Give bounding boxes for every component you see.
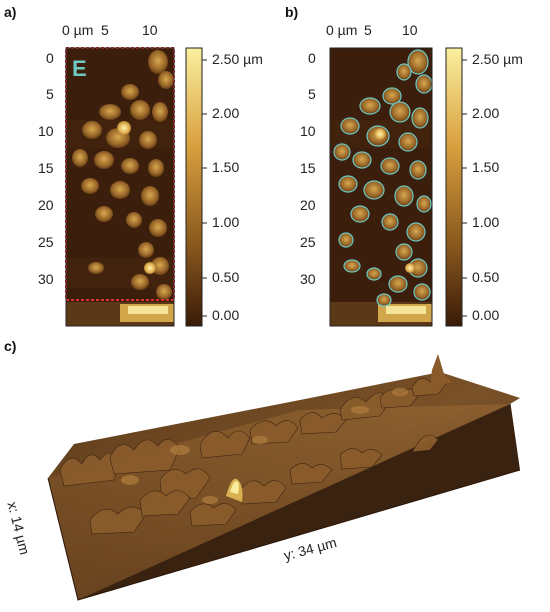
panel-c-3d-surface [47,354,521,601]
panel-a-y-tick-25: 25 [38,234,54,250]
panel-b-y-tick-20: 20 [300,197,316,213]
panel-a-y-tick-15: 15 [38,160,54,176]
panel-a-y-tick-5: 5 [46,86,54,102]
colorbar-a-tick-0.00: 0.00 [212,307,240,323]
panel-b-x-tick-10: 10 [402,22,418,38]
panel-a-y-tick-30: 30 [38,271,54,287]
panel-c-label: c) [4,338,17,354]
panel-b-x-tick-0: 0 µm [326,22,358,38]
colorbar-a-tick-2.00: 2.00 [212,105,240,121]
panel-b-y-tick-5: 5 [308,86,316,102]
panel-a-colorbar [185,47,207,327]
panel-a-region-label: E [72,56,87,81]
panel-a-y-tick-10: 10 [38,123,54,139]
colorbar-b-tick-1.50: 1.50 [472,159,500,175]
colorbar-a-tick-1.00: 1.00 [212,214,240,230]
colorbar-a-tick-1.50: 1.50 [212,159,240,175]
colorbar-b-tick-0.00: 0.00 [472,307,500,323]
panel-a-x-tick-5: 5 [101,22,109,38]
panel-a-y-tick-20: 20 [38,197,54,213]
panel-b-y-tick-15: 15 [300,160,316,176]
panel-a-y-tick-0: 0 [46,50,54,66]
panel-b-x-tick-5: 5 [364,22,372,38]
panel-b-label: b) [285,4,299,20]
colorbar-b-tick-1.00: 1.00 [472,214,500,230]
colorbar-b-tick-0.50: 0.50 [472,269,500,285]
panel-b-y-tick-25: 25 [300,234,316,250]
panel-a-x-tick-10: 10 [142,22,158,38]
colorbar-a-tick-0.50: 0.50 [212,269,240,285]
panel-b-image [329,47,433,327]
panel-a-x-tick-0: 0 µm [62,22,94,38]
panel-a-label: a) [4,4,17,20]
colorbar-b-tick-2.00: 2.00 [472,105,500,121]
colorbar-b-tick-2.50: 2.50 µm [472,51,523,67]
panel-b-colorbar [445,47,467,327]
panel-b-y-tick-10: 10 [300,123,316,139]
panel-a-image [65,47,175,327]
colorbar-a-tick-2.50: 2.50 µm [212,51,263,67]
panel-b-y-tick-0: 0 [308,50,316,66]
panel-b-y-tick-30: 30 [300,271,316,287]
